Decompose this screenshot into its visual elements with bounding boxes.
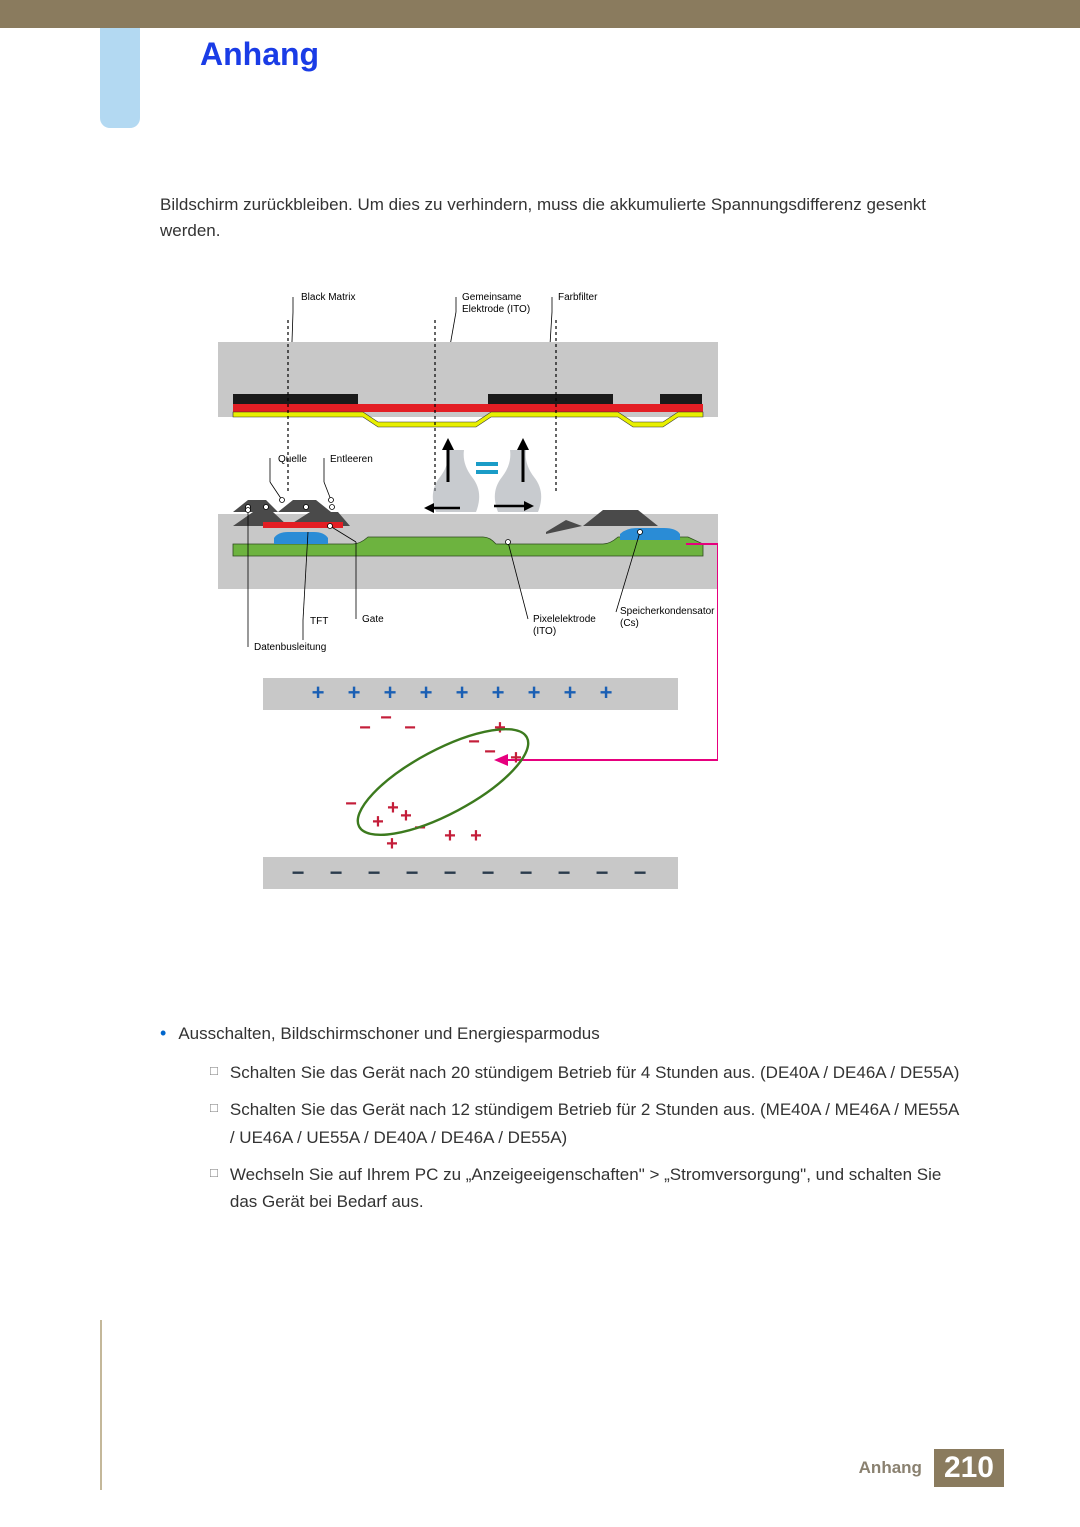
svg-text:+: + [600,680,613,705]
svg-text:Elektrode (ITO): Elektrode (ITO) [462,304,530,315]
bullet-level1: • Ausschalten, Bildschirmschoner und Ene… [160,1020,960,1047]
svg-text:−: − [404,717,416,739]
svg-text:Entleeren: Entleeren [330,454,373,465]
bullet-text: Ausschalten, Bildschirmschoner und Energ… [178,1020,599,1047]
svg-text:+: + [470,825,482,847]
intro-paragraph: Bildschirm zurückbleiben. Um dies zu ver… [160,192,960,245]
svg-text:+: + [386,833,398,855]
bullet-square-icon: □ [210,1161,218,1215]
svg-text:+: + [492,680,505,705]
svg-text:−: − [368,860,381,885]
bulleted-list: • Ausschalten, Bildschirmschoner und Ene… [160,1020,960,1225]
svg-text:Gemeinsame: Gemeinsame [462,292,522,303]
svg-text:Speicherkondensator: Speicherkondensator [620,606,715,617]
svg-text:−: − [520,860,533,885]
svg-text:−: − [484,741,496,763]
svg-text:+: + [384,680,397,705]
svg-text:Quelle: Quelle [278,454,307,465]
svg-text:−: − [359,717,371,739]
svg-text:TFT: TFT [310,616,328,627]
svg-text:−: − [482,860,495,885]
svg-text:+: + [528,680,541,705]
svg-text:Datenbusleitung: Datenbusleitung [254,642,326,653]
tft-cross-section-diagram: Black Matrix GemeinsameElektrode (ITO) Far… [218,282,718,917]
svg-text:−: − [634,860,647,885]
bullet-square-icon: □ [210,1059,218,1086]
svg-text:+: + [564,680,577,705]
footer-section-label: Anhang [859,1458,922,1478]
footer-page-number: 210 [934,1449,1004,1487]
svg-text:+: + [400,805,412,827]
page-title: Anhang [200,36,319,73]
svg-text:−: − [596,860,609,885]
svg-text:+: + [312,680,325,705]
bullet-level2: □Schalten Sie das Gerät nach 12 stündige… [210,1096,960,1150]
svg-text:−: − [345,793,357,815]
svg-text:−: − [444,860,457,885]
bullet-text: Wechseln Sie auf Ihrem PC zu „Anzeigeeig… [230,1161,960,1215]
left-vertical-rule [100,1320,102,1490]
svg-text:+: + [420,680,433,705]
svg-text:Farbfilter: Farbfilter [558,292,598,303]
svg-text:+: + [372,811,384,833]
top-color-bar [0,0,1080,28]
svg-text:−: − [406,860,419,885]
svg-text:(ITO): (ITO) [533,626,556,637]
svg-text:+: + [348,680,361,705]
bullet-level2: □ Schalten Sie das Gerät nach 20 stündige… [210,1059,960,1086]
svg-text:−: − [330,860,343,885]
svg-text:+: + [456,680,469,705]
svg-text:Pixelelektrode: Pixelelektrode [533,614,596,625]
bullet-dot-icon: • [160,1020,166,1047]
svg-text:Gate: Gate [362,614,384,625]
svg-text:−: − [380,707,392,729]
svg-text:(Cs): (Cs) [620,618,639,629]
bullet-level2: □Wechseln Sie auf Ihrem PC zu „Anzeigeei… [210,1161,960,1215]
svg-text:Black Matrix: Black Matrix [301,292,355,303]
bullet-text: Schalten Sie das Gerät nach 20 stündigem… [230,1059,960,1086]
svg-text:−: − [558,860,571,885]
svg-text:+: + [387,797,399,819]
left-tab [100,28,140,128]
svg-text:−: − [292,860,305,885]
svg-text:+: + [444,825,456,847]
page-footer: Anhang 210 [859,1449,1004,1487]
bullet-text: Schalten Sie das Gerät nach 12 stündigem… [230,1096,960,1150]
bullet-square-icon: □ [210,1096,218,1150]
